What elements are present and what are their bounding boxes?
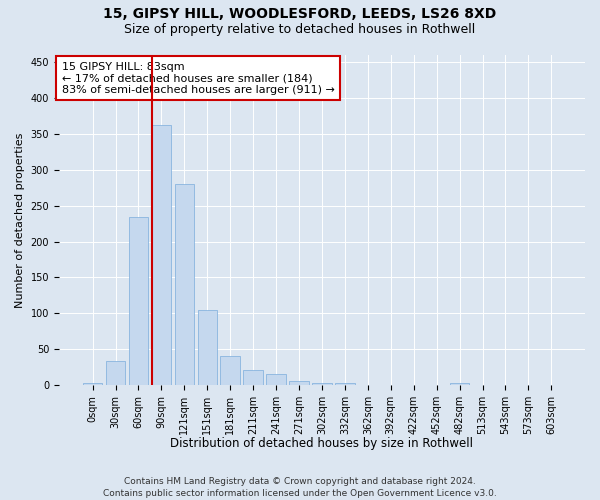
Text: Size of property relative to detached houses in Rothwell: Size of property relative to detached ho… bbox=[124, 22, 476, 36]
Bar bbox=[128, 217, 148, 385]
Bar bbox=[83, 383, 103, 385]
Bar bbox=[312, 383, 332, 385]
Bar bbox=[197, 310, 217, 385]
Text: 15, GIPSY HILL, WOODLESFORD, LEEDS, LS26 8XD: 15, GIPSY HILL, WOODLESFORD, LEEDS, LS26… bbox=[103, 8, 497, 22]
Bar bbox=[335, 383, 355, 385]
Bar bbox=[266, 374, 286, 385]
Bar bbox=[244, 370, 263, 385]
Y-axis label: Number of detached properties: Number of detached properties bbox=[15, 132, 25, 308]
Bar bbox=[289, 381, 309, 385]
Bar bbox=[450, 383, 469, 385]
Bar bbox=[152, 126, 171, 385]
Text: 15 GIPSY HILL: 83sqm
← 17% of detached houses are smaller (184)
83% of semi-deta: 15 GIPSY HILL: 83sqm ← 17% of detached h… bbox=[62, 62, 334, 95]
X-axis label: Distribution of detached houses by size in Rothwell: Distribution of detached houses by size … bbox=[170, 437, 473, 450]
Text: Contains HM Land Registry data © Crown copyright and database right 2024.
Contai: Contains HM Land Registry data © Crown c… bbox=[103, 476, 497, 498]
Bar bbox=[175, 184, 194, 385]
Bar bbox=[106, 362, 125, 385]
Bar bbox=[220, 356, 240, 385]
